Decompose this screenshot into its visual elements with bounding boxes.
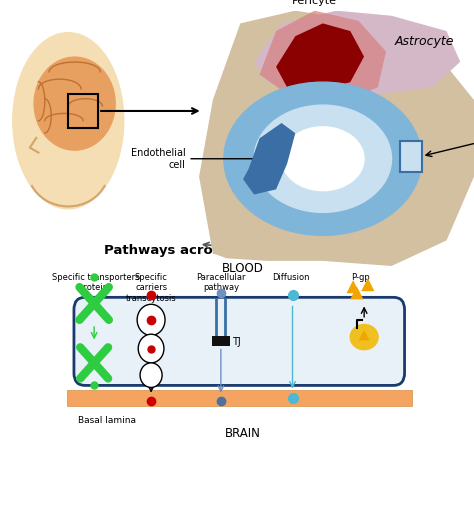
Polygon shape [346, 280, 360, 293]
Text: Specific
carriers
transcytosis: Specific carriers transcytosis [126, 273, 176, 303]
Bar [212, 336, 230, 346]
Polygon shape [359, 330, 370, 340]
Text: P-gp: P-gp [351, 273, 370, 282]
FancyBboxPatch shape [400, 141, 422, 171]
Polygon shape [243, 123, 295, 195]
FancyBboxPatch shape [66, 389, 412, 406]
Text: Pathways across the BBB: Pathways across the BBB [104, 244, 293, 257]
Polygon shape [254, 11, 460, 100]
Polygon shape [350, 286, 364, 300]
Polygon shape [260, 11, 386, 105]
Polygon shape [199, 11, 474, 266]
Ellipse shape [34, 57, 115, 150]
Text: BRAIN: BRAIN [225, 427, 261, 440]
Ellipse shape [349, 324, 379, 351]
Text: Basal lamina: Basal lamina [78, 415, 136, 425]
Text: BLOOD: BLOOD [222, 262, 264, 275]
Text: Astrocyte: Astrocyte [395, 35, 454, 48]
Circle shape [137, 304, 165, 336]
Text: Paracellular
pathway: Paracellular pathway [196, 273, 246, 292]
Text: Endothelial
cell: Endothelial cell [130, 148, 264, 170]
Polygon shape [361, 278, 374, 291]
Text: Diffusion: Diffusion [272, 273, 310, 282]
Ellipse shape [13, 32, 124, 209]
Circle shape [140, 363, 162, 387]
Text: Pericyte: Pericyte [292, 0, 337, 5]
Text: TJ: TJ [232, 337, 241, 346]
Text: Specific transporters
proteins: Specific transporters proteins [52, 273, 140, 292]
Circle shape [138, 334, 164, 363]
FancyBboxPatch shape [74, 297, 405, 385]
Polygon shape [276, 23, 364, 93]
Ellipse shape [224, 82, 422, 235]
Ellipse shape [254, 105, 392, 212]
Ellipse shape [282, 127, 364, 190]
